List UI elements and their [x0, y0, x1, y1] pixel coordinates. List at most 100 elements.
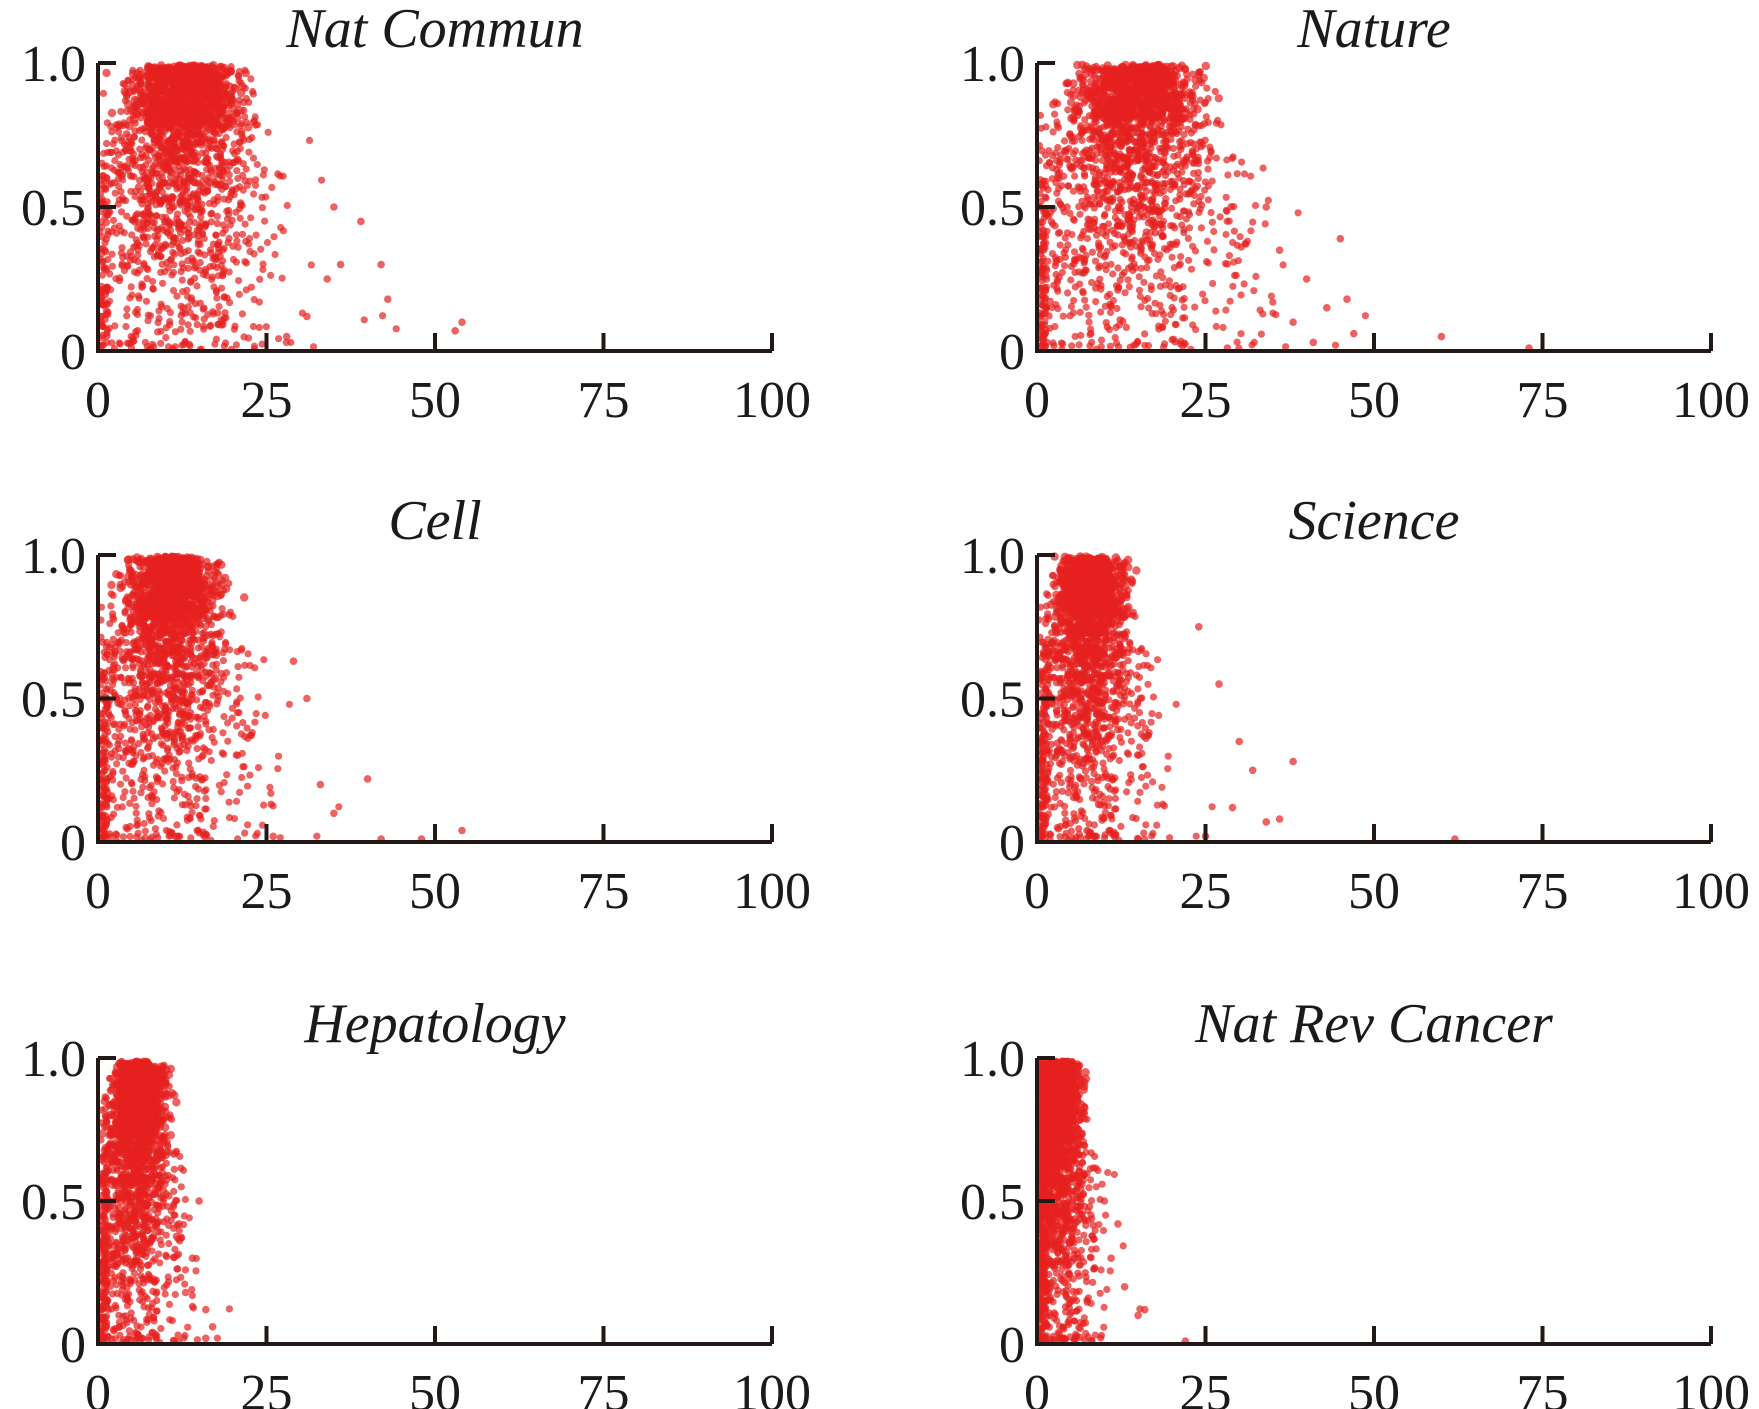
scatter-point — [1102, 319, 1110, 327]
scatter-point — [157, 327, 165, 335]
scatter-point — [259, 171, 267, 179]
scatter-point — [248, 134, 256, 142]
scatter-point — [210, 283, 218, 291]
scatter-point — [1038, 257, 1046, 265]
scatter-point — [184, 235, 192, 243]
scatter-point — [150, 136, 158, 144]
scatter-point — [245, 334, 253, 342]
scatter-point — [1141, 153, 1149, 161]
scatter-point — [1121, 289, 1129, 297]
scatter-points — [96, 60, 466, 353]
scatter-point — [1093, 85, 1103, 95]
scatter-point — [1202, 113, 1210, 121]
scatter-point — [138, 136, 146, 144]
scatter-point — [218, 138, 226, 146]
scatter-point — [1048, 152, 1057, 160]
panel-title: Cell — [388, 490, 481, 552]
scatter-point — [1084, 150, 1092, 158]
scatter-point — [1189, 242, 1197, 250]
scatter-point — [203, 93, 212, 102]
scatter-point — [1141, 330, 1149, 338]
scatter-point — [1180, 295, 1188, 303]
scatter-point — [226, 299, 234, 307]
scatter-point — [1176, 138, 1184, 146]
scatter-point — [271, 250, 279, 259]
scatter-point — [323, 275, 332, 283]
scatter-point — [1081, 172, 1089, 180]
scatter-point — [196, 66, 205, 75]
scatter-point — [1208, 218, 1216, 226]
scatter-point — [1250, 287, 1258, 295]
scatter-point — [178, 318, 186, 326]
scatter-point — [1076, 210, 1084, 218]
scatter-point — [1081, 116, 1089, 124]
scatter-point — [205, 199, 213, 207]
scatter-point — [1247, 227, 1255, 235]
scatter-point — [223, 215, 231, 223]
scatter-point — [1146, 113, 1156, 122]
scatter-point — [1161, 171, 1170, 180]
scatter-point — [1197, 122, 1205, 130]
scatter-point — [130, 268, 139, 276]
scatter-point — [201, 189, 209, 197]
y-tick-label: 0.5 — [21, 180, 86, 237]
scatter-point — [1100, 212, 1108, 220]
scatter-point — [155, 107, 164, 116]
scatter-point — [336, 260, 345, 269]
scatter-point — [264, 128, 272, 136]
scatter-point — [1204, 157, 1212, 165]
scatter-point — [137, 789, 145, 797]
scatter-point — [119, 767, 127, 775]
scatter-point — [154, 232, 162, 240]
scatter-point — [111, 322, 119, 330]
scatter-point — [1082, 303, 1090, 311]
scatter-point — [1053, 285, 1061, 293]
scatter-point — [1088, 144, 1096, 152]
scatter-point — [1264, 196, 1272, 204]
scatter-point — [125, 88, 134, 97]
scatter-point — [1079, 287, 1087, 295]
scatter-point — [125, 339, 133, 348]
scatter-point — [1145, 168, 1154, 177]
scatter-point — [1214, 94, 1224, 103]
scatter-point — [235, 277, 243, 285]
scatter-point — [204, 107, 213, 116]
scatter-point — [1156, 189, 1164, 197]
scatter-point — [1076, 308, 1084, 316]
scatter-point — [165, 221, 173, 230]
scatter-point — [1189, 321, 1197, 329]
scatter-point — [1203, 237, 1212, 245]
scatter-point — [171, 328, 179, 336]
scatter-point — [200, 234, 208, 243]
x-tick-label: 100 — [1672, 372, 1750, 429]
scatter-point — [1168, 303, 1176, 312]
scatter-point — [186, 213, 194, 221]
scatter-point — [377, 260, 385, 269]
scatter-point — [1105, 95, 1115, 105]
scatter-point — [1048, 164, 1057, 172]
scatter-point — [282, 332, 291, 341]
scatter-point — [99, 89, 107, 97]
scatter-point — [1199, 290, 1207, 298]
scatter-point — [1250, 338, 1258, 346]
scatter-point — [1077, 331, 1085, 339]
scatter-point — [144, 311, 152, 319]
scatter-point — [1217, 121, 1225, 129]
scatter-point — [1056, 228, 1064, 236]
scatter-point — [131, 726, 139, 734]
scatter-point — [208, 273, 216, 281]
scatter-point — [1061, 253, 1070, 261]
scatter-point — [1229, 238, 1237, 247]
scatter-point — [267, 271, 275, 279]
scatter-point — [1068, 137, 1076, 145]
scatter-point — [244, 650, 252, 658]
scatter-point — [1049, 339, 1057, 347]
scatter-point — [1076, 187, 1084, 195]
scatter-point — [1172, 321, 1180, 329]
scatter-point — [250, 190, 258, 198]
scatter-point — [132, 236, 140, 244]
scatter-point — [187, 132, 195, 140]
scatter-point — [213, 85, 222, 94]
scatter-point — [1112, 282, 1121, 290]
